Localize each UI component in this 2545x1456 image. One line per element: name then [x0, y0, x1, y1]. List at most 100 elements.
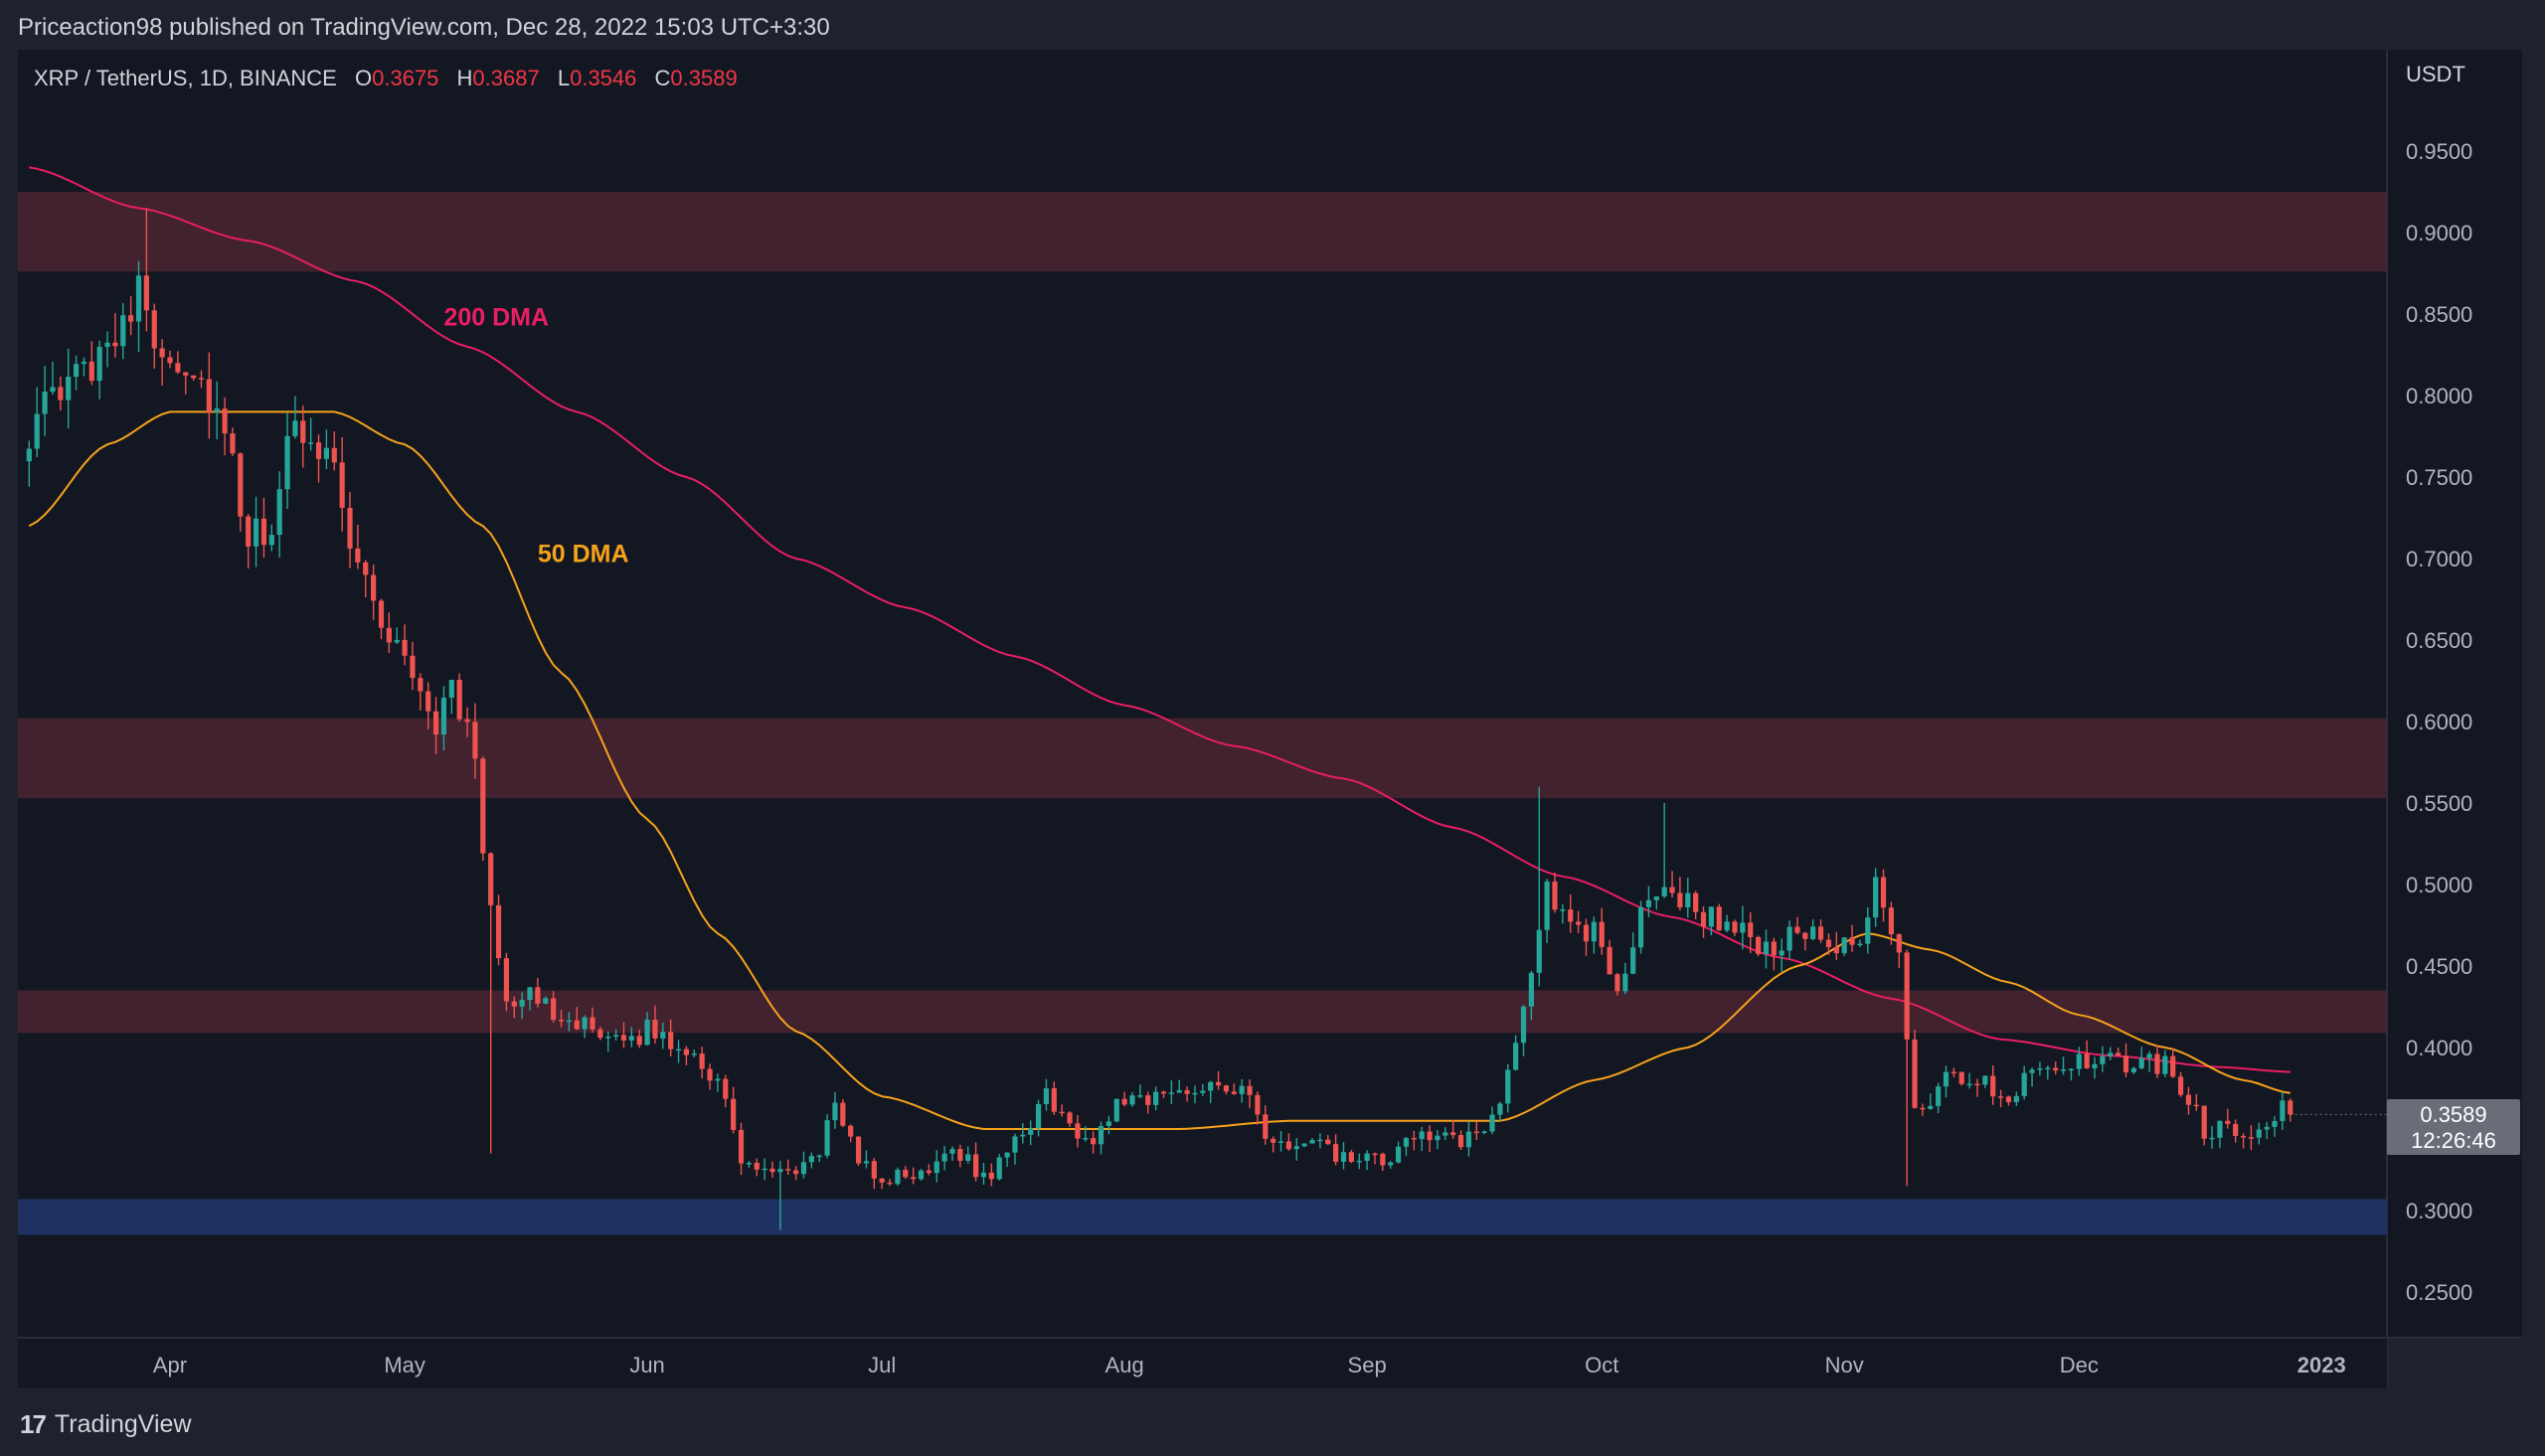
candle-body	[1083, 1138, 1089, 1140]
candle-body	[1583, 924, 1590, 942]
candle	[1841, 937, 1847, 957]
candle	[941, 1146, 947, 1171]
candle	[42, 366, 48, 436]
candle-body	[260, 518, 267, 546]
candle-body	[464, 719, 470, 723]
candle-body	[832, 1102, 838, 1121]
candle	[1630, 932, 1636, 975]
price-tick-label: 0.4000	[2406, 1036, 2472, 1060]
candle-body	[1802, 932, 1808, 939]
candle	[1724, 914, 1730, 933]
candle	[620, 1022, 627, 1049]
candle-body	[432, 711, 439, 735]
candle	[1568, 893, 1574, 933]
annotations-layer: 200 DMA 50 DMA	[443, 303, 628, 567]
candle-body	[1716, 906, 1722, 931]
candle-body	[2013, 1095, 2019, 1102]
candle	[2225, 1108, 2231, 1129]
price-tick-label: 0.8000	[2406, 384, 2472, 408]
candle	[1622, 962, 1628, 995]
candle	[675, 1040, 682, 1063]
candle-body	[762, 1168, 767, 1171]
candle-body	[903, 1169, 909, 1178]
candle	[636, 1030, 642, 1049]
candle	[1247, 1078, 1253, 1109]
candle	[2185, 1086, 2192, 1115]
candle	[50, 361, 56, 396]
candle	[1091, 1131, 1097, 1154]
candle	[1763, 929, 1770, 969]
time-tick-label: May	[384, 1353, 425, 1377]
candle-body	[746, 1162, 752, 1165]
ma200-label: 200 DMA	[443, 303, 549, 331]
price-tick-label: 0.8500	[2406, 302, 2472, 327]
high-label: H	[456, 66, 473, 90]
candle-body	[980, 1172, 987, 1178]
candle-body	[715, 1078, 721, 1081]
candle	[308, 417, 314, 451]
candle	[1200, 1083, 1206, 1096]
price-tick-label: 0.6500	[2406, 628, 2472, 653]
candle	[1388, 1161, 1394, 1169]
candle-body	[1880, 877, 1887, 908]
candle-body	[2138, 1057, 2144, 1068]
candle-body	[222, 408, 228, 434]
candle-body	[1395, 1146, 1402, 1163]
candle	[1857, 939, 1863, 947]
candle-body	[1568, 909, 1574, 922]
candle	[472, 703, 478, 779]
candle	[793, 1166, 799, 1181]
candle-body	[1645, 899, 1652, 907]
candle-body	[26, 448, 32, 462]
price-tick-label: 0.7500	[2406, 465, 2472, 490]
candle-body	[198, 378, 205, 380]
candle	[1591, 916, 1597, 954]
candle	[1208, 1080, 1214, 1104]
candle-body	[754, 1162, 760, 1170]
candle-body	[1457, 1135, 1464, 1148]
candle-body	[597, 1029, 603, 1039]
candle-body	[785, 1169, 791, 1171]
candle	[1817, 919, 1824, 943]
candle	[590, 1007, 595, 1034]
candle	[2154, 1045, 2160, 1078]
candle-body	[175, 363, 181, 373]
candle	[871, 1158, 877, 1190]
candle	[2029, 1067, 2035, 1087]
candle-body	[50, 387, 56, 393]
candle-body	[1669, 887, 1675, 893]
candle	[1263, 1105, 1269, 1145]
candle-body	[636, 1036, 642, 1046]
candle	[394, 627, 400, 644]
tradingview-logo[interactable]: 17 TradingView	[20, 1409, 192, 1440]
candle-body	[1372, 1153, 1378, 1156]
candle-body	[2162, 1055, 2168, 1074]
candle	[2240, 1133, 2247, 1149]
resistance-zone-1	[18, 718, 2387, 799]
bar-countdown: 12:26:46	[2411, 1128, 2496, 1153]
candle-body	[2053, 1067, 2059, 1071]
candle	[1293, 1137, 1299, 1161]
currency-label[interactable]: USDT	[2406, 62, 2465, 86]
candle-body	[410, 655, 416, 679]
candle	[723, 1074, 729, 1108]
candle-body	[143, 275, 149, 311]
candle-body	[2045, 1067, 2051, 1069]
candle	[1599, 907, 1605, 955]
candle	[432, 697, 439, 754]
candle	[1285, 1133, 1292, 1152]
candle-body	[1928, 1105, 1934, 1109]
high-value: 0.3687	[472, 66, 540, 90]
candle-body	[1427, 1131, 1433, 1141]
candle	[440, 686, 447, 751]
candle	[2288, 1098, 2293, 1122]
time-axis[interactable]	[18, 1338, 2387, 1388]
candle	[668, 1019, 674, 1057]
candle-body	[1388, 1162, 1394, 1166]
candle	[1928, 1093, 1934, 1110]
candle	[276, 471, 282, 558]
symbol-name[interactable]: XRP / TetherUS, 1D, BINANCE	[34, 66, 337, 90]
candle-body	[418, 678, 424, 692]
candle-body	[2116, 1052, 2121, 1056]
